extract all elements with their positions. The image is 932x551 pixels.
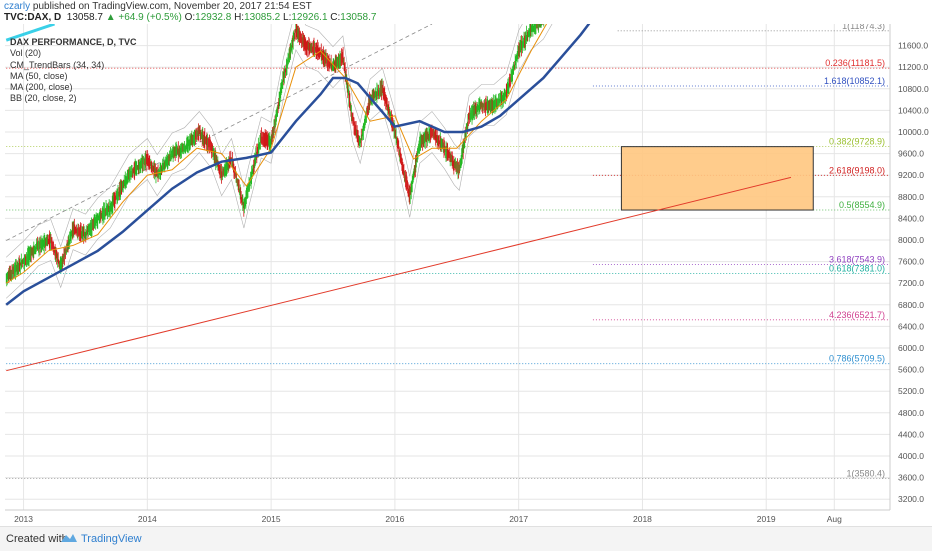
- x-tick-label: Aug: [827, 514, 842, 524]
- y-tick-label: 6000.0: [898, 343, 924, 353]
- y-tick-label: 4000.0: [898, 451, 924, 461]
- fib-level-label: 1(11874.3): [842, 24, 885, 31]
- symbol: TVC:DAX, D: [4, 12, 62, 23]
- tradingview-logo-icon[interactable]: [60, 532, 78, 547]
- y-tick-label: 10400.0: [898, 105, 929, 115]
- close-value: 13058.7: [340, 12, 377, 23]
- y-tick-label: 3200.0: [898, 494, 924, 504]
- close-label: C:: [330, 12, 341, 23]
- fib-level-label: 4.236(6521.7): [829, 310, 885, 320]
- y-tick-label: 4800.0: [898, 408, 924, 418]
- open-label: O:: [184, 12, 196, 23]
- price-change: ▲ +64.9 (+0.5%): [105, 12, 182, 23]
- x-tick-label: 2014: [138, 514, 157, 524]
- footer-bar: Created with TradingView: [0, 526, 932, 551]
- y-tick-label: 6800.0: [898, 300, 924, 310]
- channel-line: [6, 24, 433, 241]
- legend-item-ma50[interactable]: MA (50, close): [10, 70, 68, 81]
- target-zone-rect: [620, 146, 814, 211]
- ma200-line: [5, 24, 591, 306]
- legend-item-trendbars[interactable]: CM_TrendBars (34, 34): [10, 59, 105, 70]
- price-chart[interactable]: 1(11874.3) 0.236(11181.5) 1.618(10852.1) 0.…: [0, 24, 932, 526]
- publish-line: czarly published on TradingView.com, Nov…: [4, 1, 312, 12]
- symbol-line: TVC:DAX, D 13058.7 ▲ +64.9 (+0.5%) O:129…: [4, 12, 376, 23]
- long-trend-line: [6, 176, 792, 372]
- high-value: 13085.2: [244, 12, 281, 23]
- fib-level-label: 0.236(11181.5): [825, 58, 885, 68]
- y-tick-label: 3600.0: [898, 473, 924, 483]
- y-tick-label: 5600.0: [898, 365, 924, 375]
- legend-item-ma200[interactable]: MA (200, close): [10, 82, 73, 93]
- y-tick-label: 8400.0: [898, 213, 924, 223]
- bollinger-upper: [5, 24, 523, 258]
- x-tick-label: 2016: [385, 514, 404, 524]
- published-text: published on TradingView.com, November 2…: [32, 1, 312, 12]
- y-tick-label: 9200.0: [898, 170, 924, 180]
- y-tick-label: 8000.0: [898, 235, 924, 245]
- ma50-line: [5, 24, 548, 284]
- indicator-legend: DAX PERFORMANCE, D, TVC Vol (20) CM_Tren…: [10, 37, 137, 105]
- cyan-trend-line: [5, 24, 55, 42]
- legend-item-volume[interactable]: Vol (20): [10, 48, 42, 59]
- fib-level-label: 0.382(9728.9): [829, 137, 885, 147]
- y-tick-label: 7600.0: [898, 257, 924, 267]
- x-tick-label: 2019: [757, 514, 776, 524]
- y-tick-label: 10800.0: [898, 84, 929, 94]
- fib-level-label: 0.5(8554.9): [839, 200, 885, 210]
- plot-series-group: [5, 24, 792, 372]
- fib-level-label: 0.786(5709.5): [829, 354, 885, 364]
- last-price: 13058.7: [66, 12, 103, 23]
- fib-level-label: 1.618(10852.1): [824, 76, 885, 86]
- low-value: 12926.1: [291, 12, 328, 23]
- fib-level-label: 3.618(7543.9): [829, 255, 885, 265]
- y-tick-label: 7200.0: [898, 278, 924, 288]
- legend-item-bollinger[interactable]: BB (20, close, 2): [10, 93, 77, 104]
- y-tick-label: 11600.0: [898, 41, 928, 51]
- y-tick-label: 11200.0: [898, 62, 928, 72]
- fib-level-label: 2.618(9198.0): [829, 165, 885, 175]
- chart-header: czarly published on TradingView.com, Nov…: [0, 0, 932, 24]
- legend-title: DAX PERFORMANCE, D, TVC: [10, 37, 137, 47]
- y-tick-label: 10000.0: [898, 127, 929, 137]
- fib-level-label: 1(3580.4): [846, 469, 885, 479]
- low-label: L:: [283, 12, 292, 23]
- high-label: H:: [234, 12, 245, 23]
- y-tick-label: 9600.0: [898, 149, 924, 159]
- y-tick-label: 6400.0: [898, 321, 924, 331]
- y-tick-label: 4400.0: [898, 429, 924, 439]
- tradingview-brand-link[interactable]: TradingView: [81, 533, 142, 545]
- y-tick-label: 5200.0: [898, 386, 924, 396]
- fib-level-label: 0.618(7381.0): [829, 263, 885, 273]
- x-tick-label: 2018: [633, 514, 652, 524]
- open-value: 12932.8: [195, 12, 232, 23]
- x-tick-label: 2013: [14, 514, 33, 524]
- x-tick-label: 2015: [262, 514, 281, 524]
- x-tick-label: 2017: [509, 514, 528, 524]
- author-link[interactable]: czarly: [4, 1, 31, 12]
- bollinger-lower: [5, 24, 553, 299]
- y-tick-label: 8800.0: [898, 192, 924, 202]
- created-with-text: Created with: [6, 533, 68, 545]
